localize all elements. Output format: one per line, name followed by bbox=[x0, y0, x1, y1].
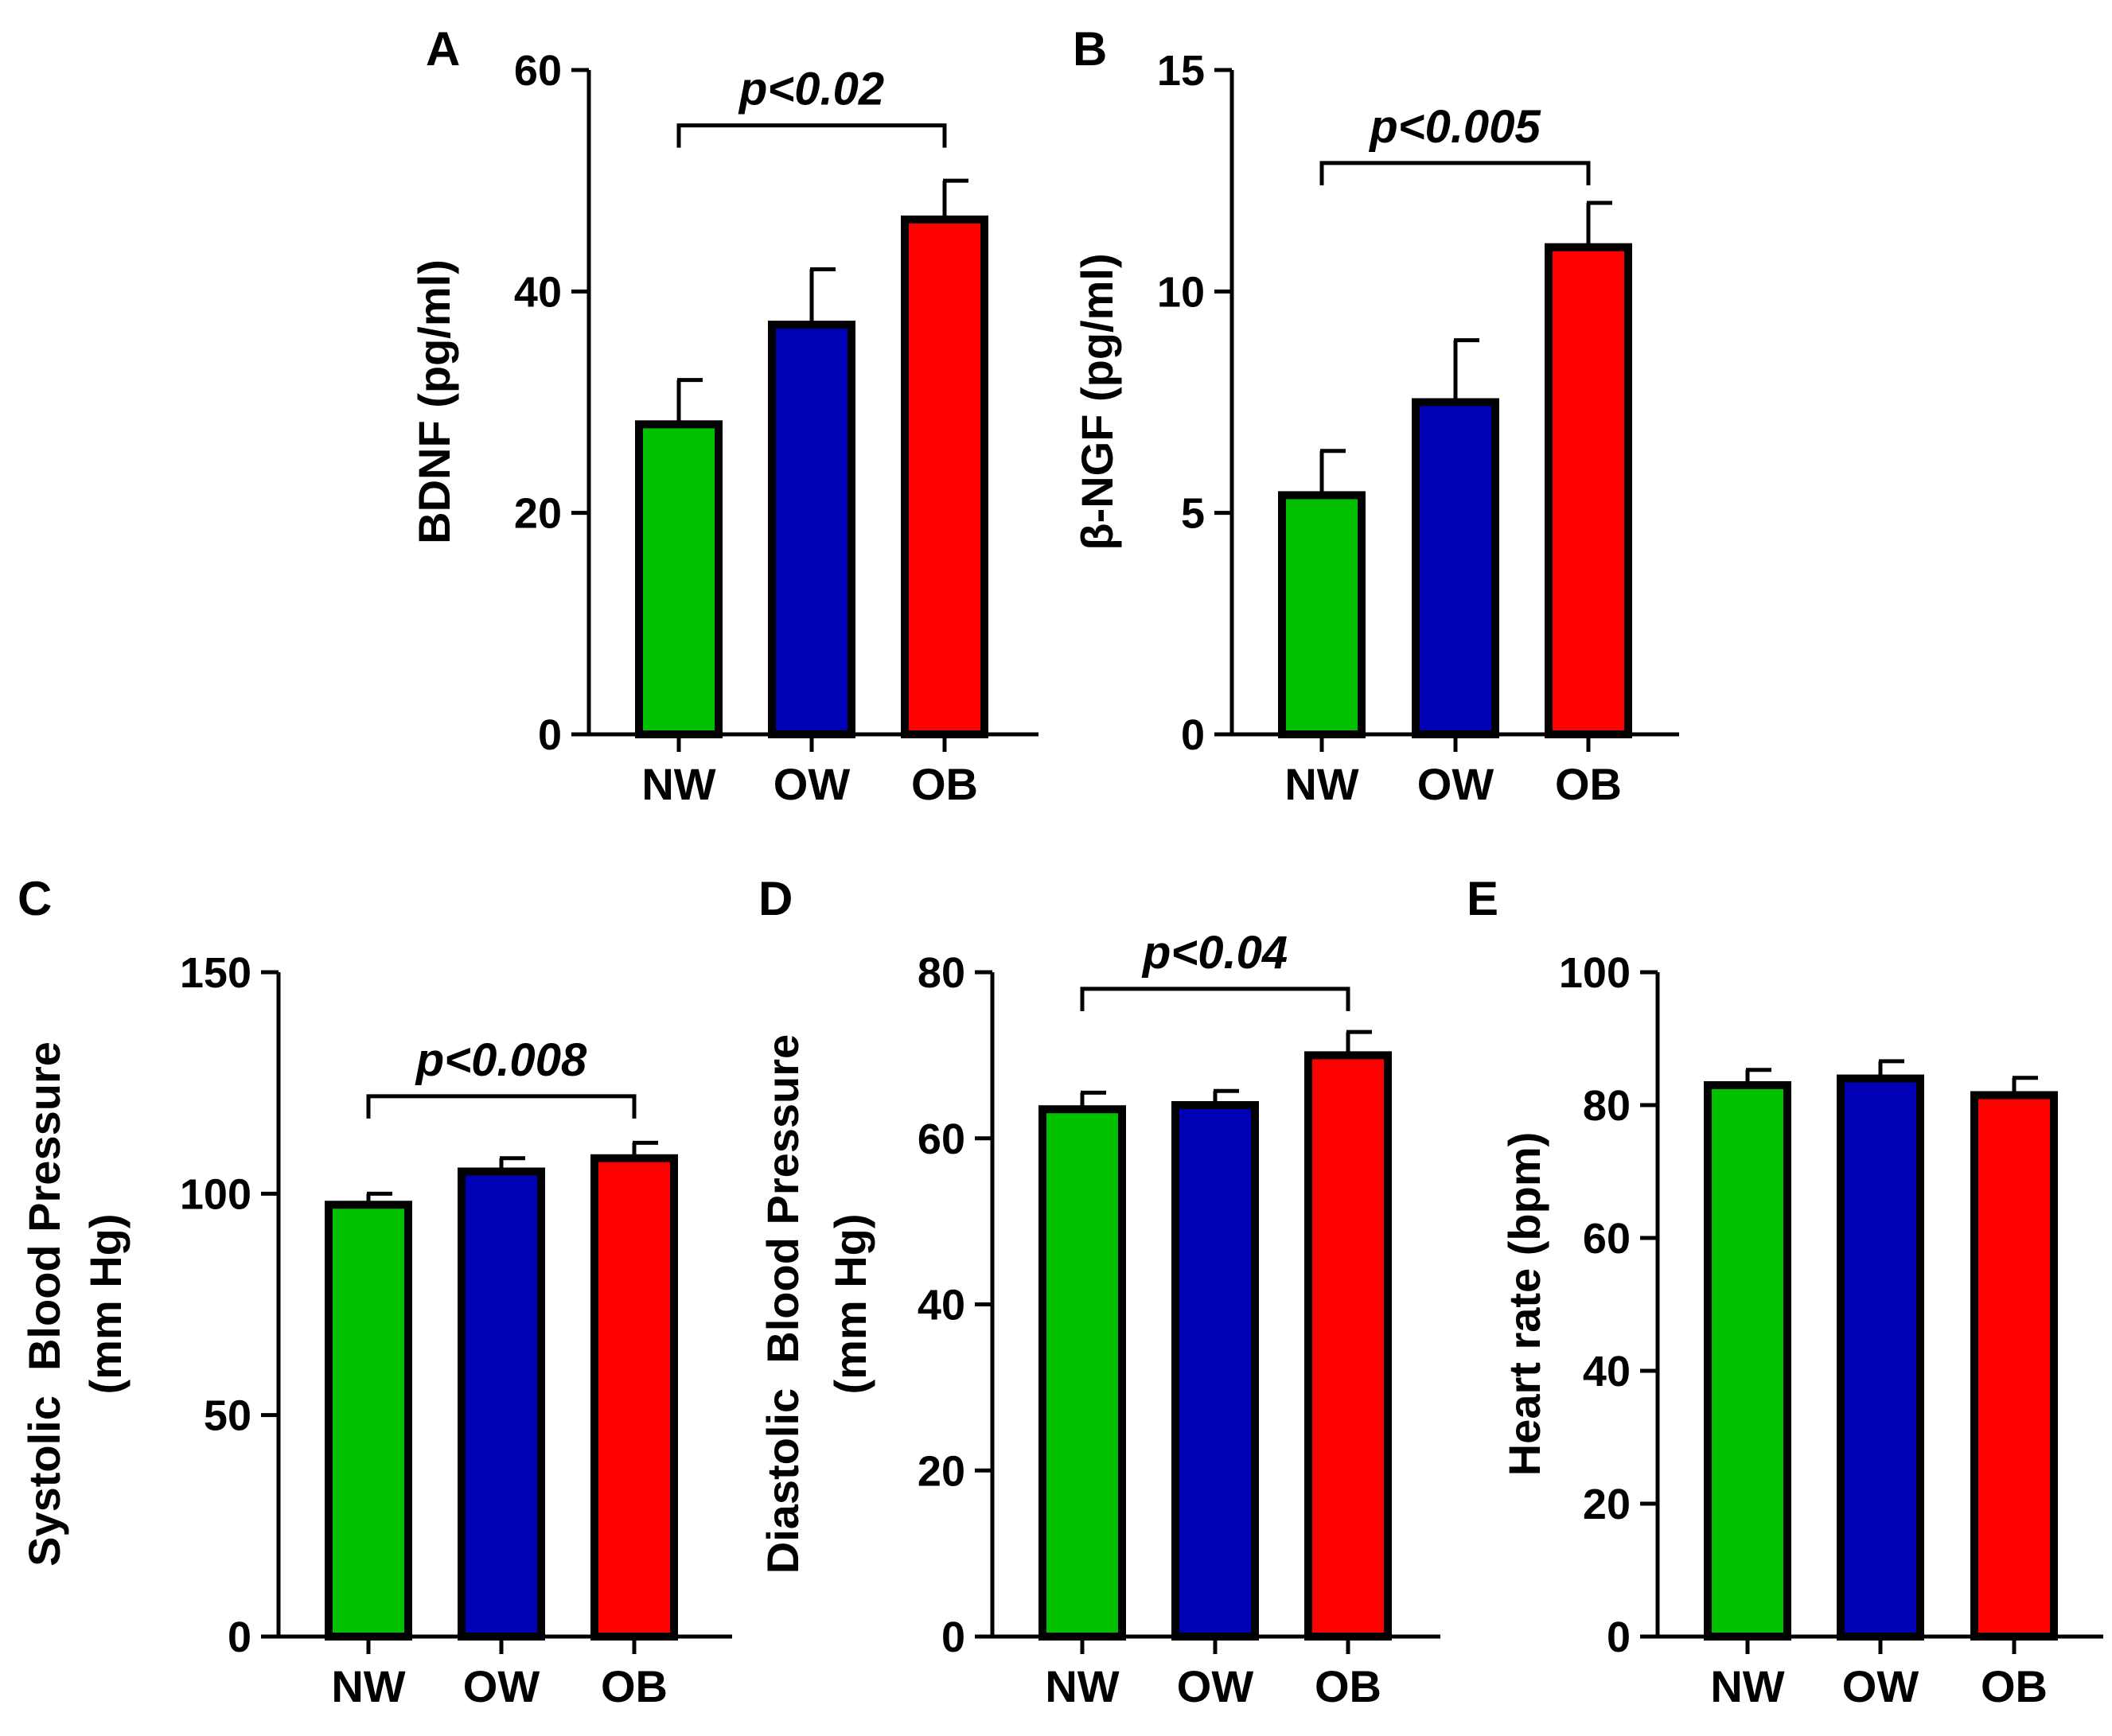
y-tick-label: 60 bbox=[918, 1115, 965, 1163]
bar-ow bbox=[1837, 1074, 1924, 1641]
x-tick-label-ow: OW bbox=[773, 759, 851, 809]
y-tick-label: 100 bbox=[1559, 949, 1631, 997]
y-tick-label: 10 bbox=[1157, 268, 1205, 316]
y-axis-title: BDNF (pg/ml) bbox=[409, 259, 459, 544]
y-tick-label: 40 bbox=[514, 268, 562, 316]
significance-bracket bbox=[676, 123, 947, 148]
bar-ob bbox=[1545, 243, 1632, 738]
y-tick-label: 0 bbox=[941, 1613, 965, 1661]
x-tick-label-ob: OB bbox=[1315, 1661, 1381, 1711]
y-tick-label: 0 bbox=[228, 1613, 251, 1661]
y-axis-title: β-NGF (pg/ml) bbox=[1072, 253, 1122, 550]
panel-e: E 0 20 40 60 80 100 NW OW OB Heart rate (bpm) bbox=[1467, 872, 2103, 1711]
panel-letter: E bbox=[1467, 872, 1498, 925]
y-axis-title: Heart rate (bpm) bbox=[1499, 1132, 1549, 1477]
y-tick-label: 80 bbox=[918, 949, 965, 997]
bar-nw bbox=[1278, 491, 1366, 739]
y-axis-title-line-2: (mm Hg) bbox=[80, 1213, 131, 1394]
y-tick-label: 15 bbox=[1157, 47, 1205, 95]
bar-ow bbox=[1171, 1101, 1259, 1641]
panel-d: D 0 20 40 60 80 NW OW OB Diastolic Blood Pressure… bbox=[758, 872, 1440, 1711]
y-tick-label: 80 bbox=[1583, 1082, 1631, 1130]
bar-ob bbox=[1304, 1051, 1392, 1641]
y-axis-title-line-2: (mm Hg) bbox=[825, 1213, 875, 1394]
panel-b: B 0 5 10 15 NW OW OB β-NGF (pg/ml) p<0.005 bbox=[1072, 22, 1679, 809]
x-tick-label-ob: OB bbox=[1981, 1661, 2048, 1711]
p-value-label: p<0.04 bbox=[1141, 927, 1288, 979]
y-tick-label: 100 bbox=[180, 1170, 251, 1218]
bar-nw bbox=[635, 420, 723, 738]
y-tick-label: 20 bbox=[514, 490, 562, 538]
y-tick-label: 50 bbox=[204, 1392, 251, 1440]
panel-letter: B bbox=[1073, 22, 1107, 76]
p-value-label: p<0.008 bbox=[415, 1034, 587, 1086]
bar-ow bbox=[768, 321, 855, 739]
bar-ow bbox=[458, 1167, 545, 1641]
panel-c: C 0 50 100 150 NW OW OB Systolic Blood Pressure(… bbox=[18, 872, 732, 1711]
y-tick-label: 20 bbox=[918, 1447, 965, 1495]
p-value-label: p<0.02 bbox=[738, 64, 884, 115]
panel-letter: C bbox=[18, 872, 52, 925]
x-tick-label-ob: OB bbox=[1555, 759, 1622, 809]
x-tick-label-ow: OW bbox=[1842, 1661, 1919, 1711]
y-tick-label: 60 bbox=[1583, 1215, 1631, 1263]
bar-ob bbox=[590, 1154, 678, 1641]
y-tick-label: 5 bbox=[1181, 490, 1205, 538]
x-tick-label-nw: NW bbox=[1045, 1661, 1119, 1711]
x-tick-label-ob: OB bbox=[911, 759, 978, 809]
bar-nw bbox=[1038, 1105, 1126, 1641]
significance-bracket bbox=[1080, 987, 1350, 1011]
bar-nw bbox=[1704, 1080, 1791, 1641]
y-tick-label: 20 bbox=[1583, 1481, 1631, 1528]
x-tick-label-ow: OW bbox=[1417, 759, 1494, 809]
bar-ow bbox=[1412, 398, 1499, 738]
panels-container: A 0 20 40 60 NW OW OB BDNF (pg/ml) p<0.02 B 0 5 10 15 N… bbox=[18, 22, 2103, 1711]
y-tick-label: 40 bbox=[1583, 1348, 1631, 1395]
x-tick-label-ob: OB bbox=[601, 1661, 668, 1711]
y-axis-title: Systolic Blood Pressure bbox=[19, 1041, 69, 1567]
x-tick-label-nw: NW bbox=[1710, 1661, 1784, 1711]
y-tick-label: 0 bbox=[1607, 1613, 1631, 1661]
significance-bracket bbox=[366, 1094, 637, 1119]
x-tick-label-ow: OW bbox=[463, 1661, 540, 1711]
panel-letter: D bbox=[758, 872, 793, 925]
bar-ob bbox=[1970, 1091, 2058, 1641]
y-tick-label: 0 bbox=[538, 711, 562, 759]
x-tick-label-nw: NW bbox=[331, 1661, 405, 1711]
y-tick-label: 0 bbox=[1181, 711, 1205, 759]
bar-ob bbox=[901, 215, 988, 738]
y-axis-title: Diastolic Blood Pressure bbox=[758, 1034, 808, 1574]
panel-a: A 0 20 40 60 NW OW OB BDNF (pg/ml) p<0.02 bbox=[409, 22, 1038, 809]
significance-bracket bbox=[1319, 161, 1591, 185]
x-tick-label-nw: NW bbox=[641, 759, 715, 809]
panel-letter: A bbox=[426, 22, 460, 76]
x-tick-label-nw: NW bbox=[1284, 759, 1358, 809]
y-tick-label: 60 bbox=[514, 47, 562, 95]
bar-nw bbox=[325, 1201, 412, 1641]
p-value-label: p<0.005 bbox=[1368, 101, 1541, 153]
x-tick-label-ow: OW bbox=[1177, 1661, 1254, 1711]
y-tick-label: 40 bbox=[918, 1282, 965, 1329]
y-tick-label: 150 bbox=[180, 949, 251, 997]
